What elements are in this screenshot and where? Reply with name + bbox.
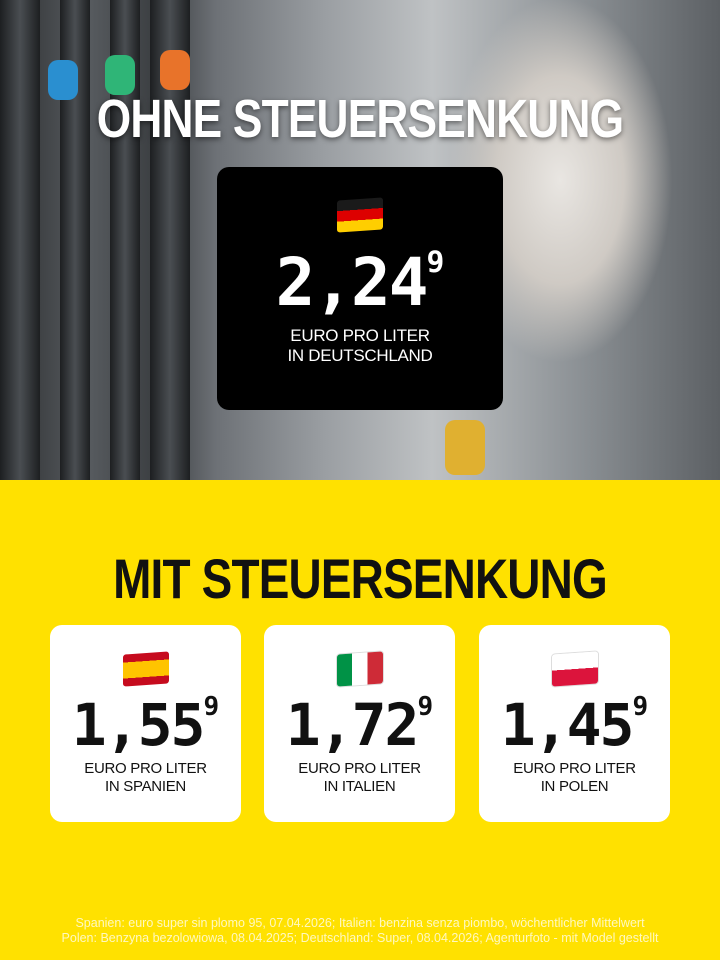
poland-flag-icon: [551, 651, 598, 687]
unit-line1: EURO PRO LITER: [290, 326, 430, 345]
germany-price: 2,249: [217, 248, 503, 316]
italy-unit-label: EURO PRO LITER IN ITALIEN: [264, 760, 455, 796]
price-value: 1,72: [285, 691, 420, 759]
source-footnote: Spanien: euro super sin plomo 95, 07.04.…: [0, 916, 720, 946]
spain-price: 1,559: [50, 694, 241, 754]
yellow-nozzle: [445, 420, 485, 475]
unit-line2: IN ITALIEN: [323, 778, 396, 795]
poland-price: 1,459: [479, 694, 670, 754]
unit-line2: IN POLEN: [540, 778, 609, 795]
germany-flag-icon: [337, 197, 383, 233]
price-decimal-sup: 9: [417, 692, 434, 722]
germany-unit-label: EURO PRO LITER IN DEUTSCHLAND: [217, 326, 503, 366]
orange-nozzle: [160, 50, 190, 90]
unit-line2: IN SPANIEN: [105, 778, 186, 795]
spain-flag-icon: [122, 651, 169, 687]
blue-nozzle: [48, 60, 78, 100]
price-value: 2,24: [275, 244, 429, 321]
price-value: 1,45: [500, 691, 635, 759]
unit-line1: EURO PRO LITER: [513, 760, 636, 777]
spain-price-card: 1,559 EURO PRO LITER IN SPANIEN: [50, 625, 241, 822]
spain-unit-label: EURO PRO LITER IN SPANIEN: [50, 760, 241, 796]
price-value: 1,55: [71, 691, 206, 759]
poland-unit-label: EURO PRO LITER IN POLEN: [479, 760, 670, 796]
unit-line2: IN DEUTSCHLAND: [287, 346, 433, 365]
footnote-line2: Polen: Benzyna bezolowiowa, 08.04.2025; …: [61, 931, 659, 945]
footnote-line1: Spanien: euro super sin plomo 95, 07.04.…: [75, 916, 645, 930]
headline-with-tax-cut: MIT STEUERSENKUNG: [113, 547, 608, 610]
price-decimal-sup: 9: [426, 245, 445, 280]
poland-price-card: 1,459 EURO PRO LITER IN POLEN: [479, 625, 670, 822]
green-nozzle: [105, 55, 135, 95]
unit-line1: EURO PRO LITER: [298, 760, 421, 777]
fuel-pump: [0, 0, 40, 480]
price-decimal-sup: 9: [203, 692, 220, 722]
headline-without-tax-cut: OHNE STEUERSENKUNG: [96, 89, 624, 149]
background-photo-gas-station: [0, 0, 720, 480]
italy-price: 1,729: [264, 694, 455, 754]
unit-line1: EURO PRO LITER: [84, 760, 207, 777]
price-decimal-sup: 9: [632, 692, 649, 722]
italy-flag-icon: [336, 651, 383, 687]
italy-price-card: 1,729 EURO PRO LITER IN ITALIEN: [264, 625, 455, 822]
germany-price-card: 2,249 EURO PRO LITER IN DEUTSCHLAND: [217, 167, 503, 410]
